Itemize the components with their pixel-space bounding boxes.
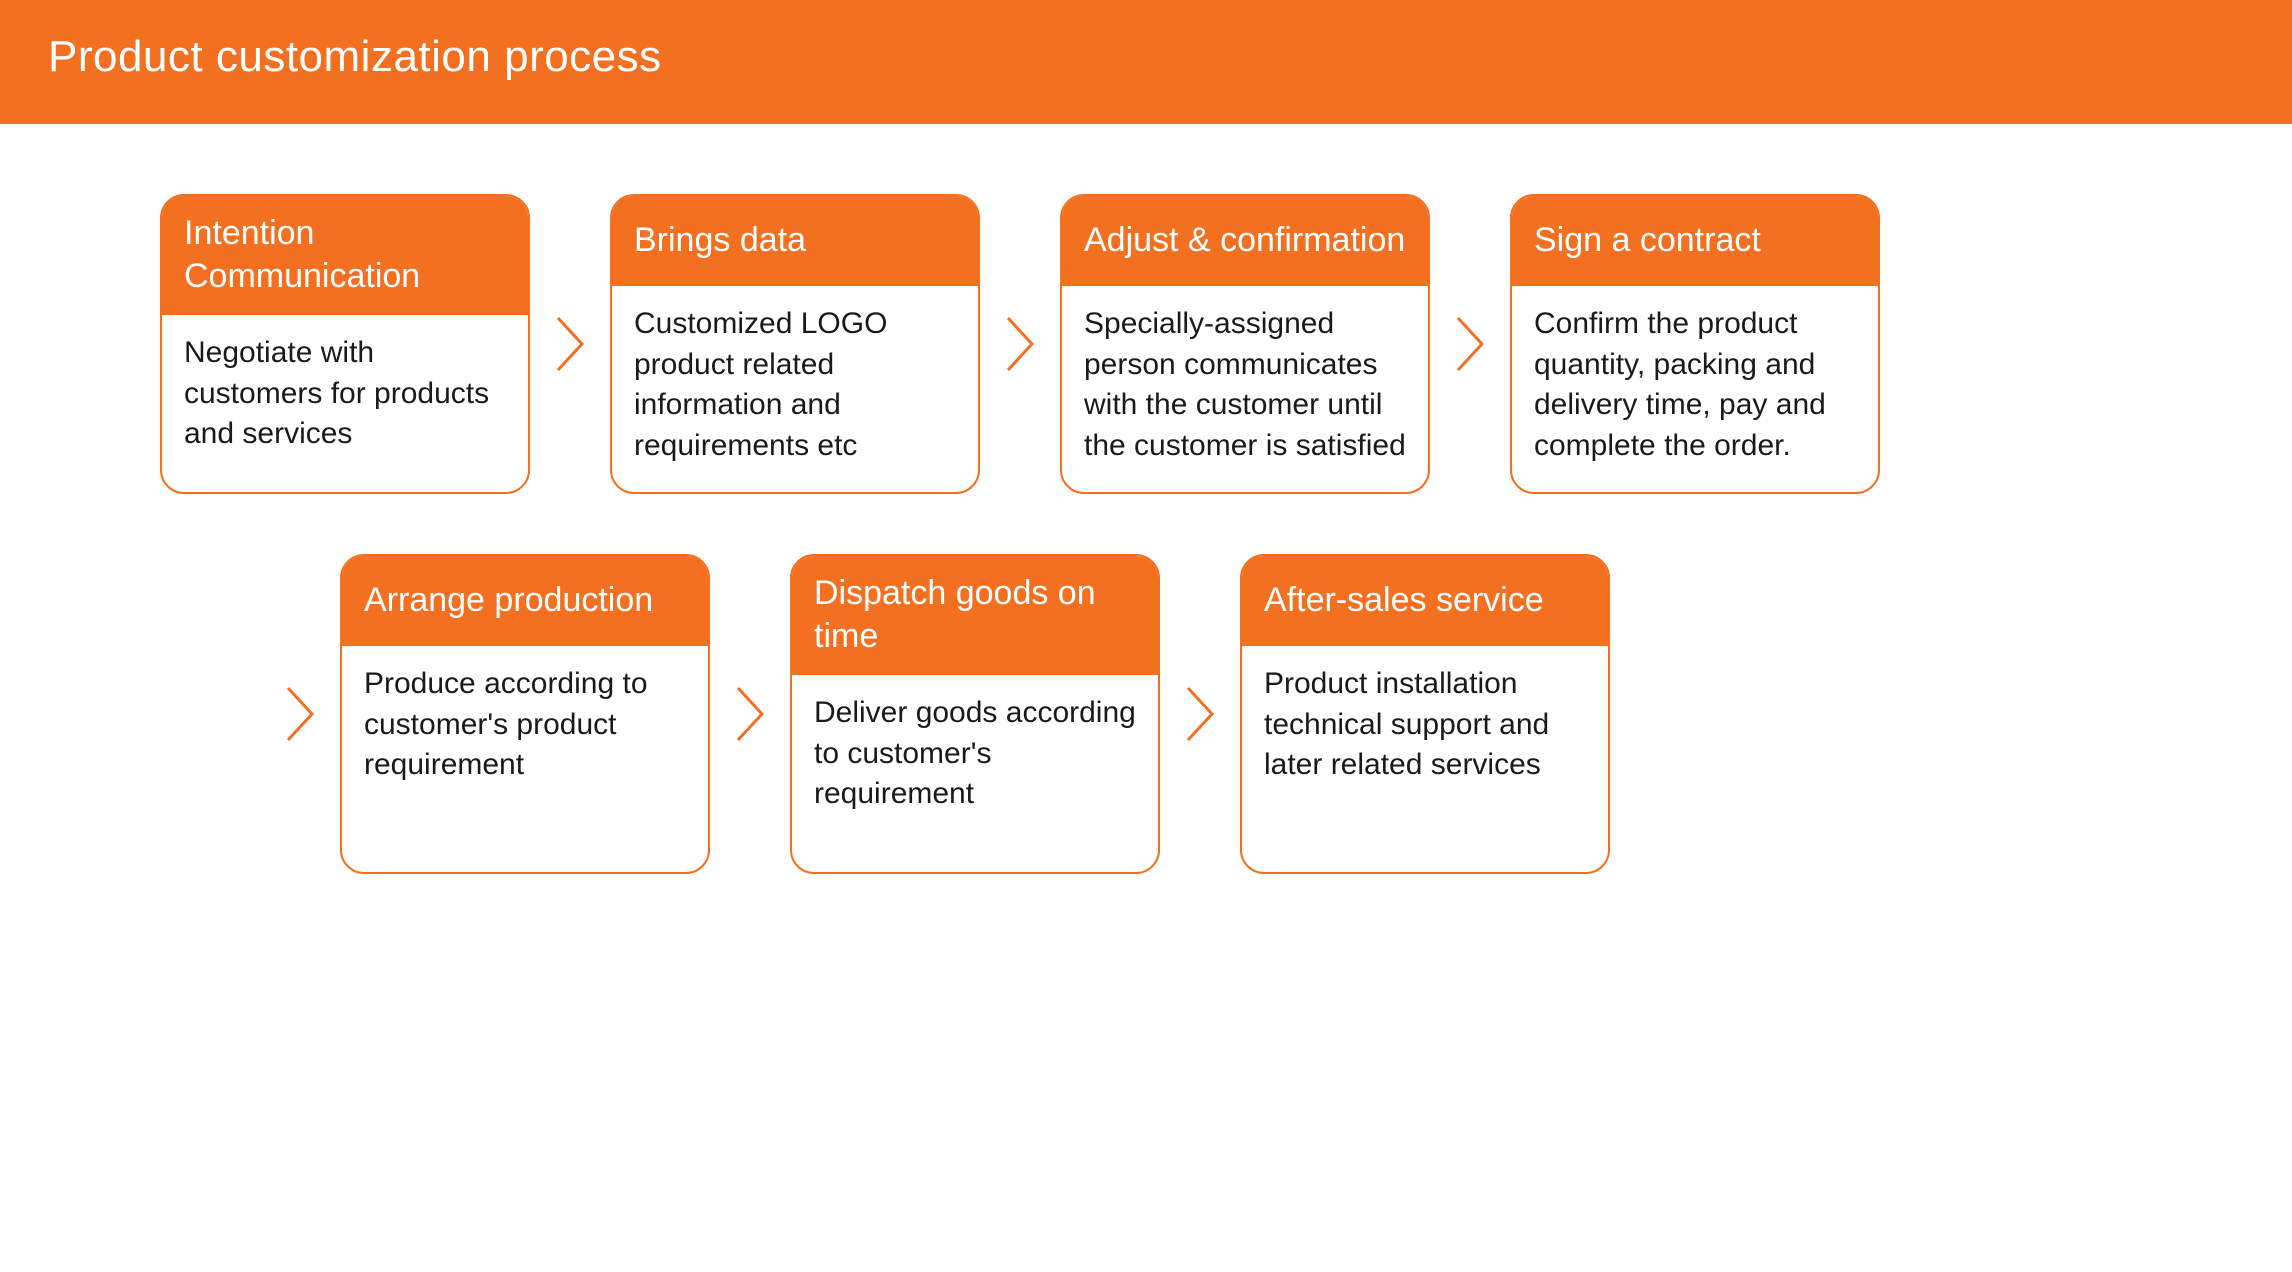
step-title: After-sales service [1242, 556, 1608, 646]
chevron-right-icon [1160, 682, 1240, 746]
step-body: Product installation technical support a… [1242, 646, 1608, 872]
chevron-right-icon [980, 312, 1060, 376]
step-body: Produce according to customer's product … [342, 646, 708, 872]
step-card-6: Dispatch goods on time Deliver goods acc… [790, 554, 1160, 874]
chevron-right-icon [530, 312, 610, 376]
step-body: Customized LOGO product related informat… [612, 286, 978, 492]
chevron-right-icon [1430, 312, 1510, 376]
step-body: Specially-assigned person communicates w… [1062, 286, 1428, 492]
step-title: Adjust & confirmation [1062, 196, 1428, 286]
step-title: Intention Communication [162, 196, 528, 315]
step-card-7: After-sales service Product installation… [1240, 554, 1610, 874]
page-banner: Product customization process [0, 0, 2292, 124]
step-card-2: Brings data Customized LOGO product rela… [610, 194, 980, 494]
process-flow: Intention Communication Negotiate with c… [0, 124, 2292, 994]
step-title: Arrange production [342, 556, 708, 646]
step-card-4: Sign a contract Confirm the product quan… [1510, 194, 1880, 494]
step-title: Brings data [612, 196, 978, 286]
chevron-right-icon [260, 682, 340, 746]
chevron-right-icon [710, 682, 790, 746]
process-row-1: Intention Communication Negotiate with c… [0, 194, 2292, 494]
step-body: Negotiate with customers for products an… [162, 315, 528, 492]
step-card-3: Adjust & confirmation Specially-assigned… [1060, 194, 1430, 494]
step-body: Confirm the product quantity, packing an… [1512, 286, 1878, 492]
step-body: Deliver goods according to customer's re… [792, 675, 1158, 872]
step-title: Dispatch goods on time [792, 556, 1158, 675]
page-title: Product customization process [48, 32, 662, 81]
step-title: Sign a contract [1512, 196, 1878, 286]
step-card-5: Arrange production Produce according to … [340, 554, 710, 874]
step-card-1: Intention Communication Negotiate with c… [160, 194, 530, 494]
process-row-2: Arrange production Produce according to … [0, 554, 2292, 874]
